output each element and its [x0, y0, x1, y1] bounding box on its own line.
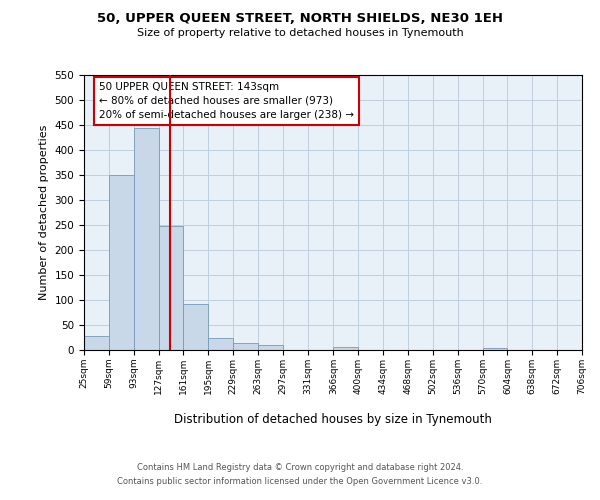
Bar: [184, 304, 208, 350]
Bar: [208, 338, 233, 350]
Text: Contains public sector information licensed under the Open Government Licence v3: Contains public sector information licen…: [118, 478, 482, 486]
Text: 50 UPPER QUEEN STREET: 143sqm
← 80% of detached houses are smaller (973)
20% of : 50 UPPER QUEEN STREET: 143sqm ← 80% of d…: [99, 82, 354, 120]
Bar: [158, 226, 184, 350]
Bar: [84, 336, 109, 350]
Y-axis label: Number of detached properties: Number of detached properties: [39, 125, 49, 300]
Bar: [482, 348, 508, 350]
Text: Size of property relative to detached houses in Tynemouth: Size of property relative to detached ho…: [137, 28, 463, 38]
Text: Contains HM Land Registry data © Crown copyright and database right 2024.: Contains HM Land Registry data © Crown c…: [137, 462, 463, 471]
Bar: [109, 175, 134, 350]
Bar: [334, 346, 358, 350]
Text: Distribution of detached houses by size in Tynemouth: Distribution of detached houses by size …: [174, 412, 492, 426]
Bar: [233, 342, 258, 350]
Bar: [258, 345, 283, 350]
Text: 50, UPPER QUEEN STREET, NORTH SHIELDS, NE30 1EH: 50, UPPER QUEEN STREET, NORTH SHIELDS, N…: [97, 12, 503, 26]
Bar: [134, 128, 158, 350]
